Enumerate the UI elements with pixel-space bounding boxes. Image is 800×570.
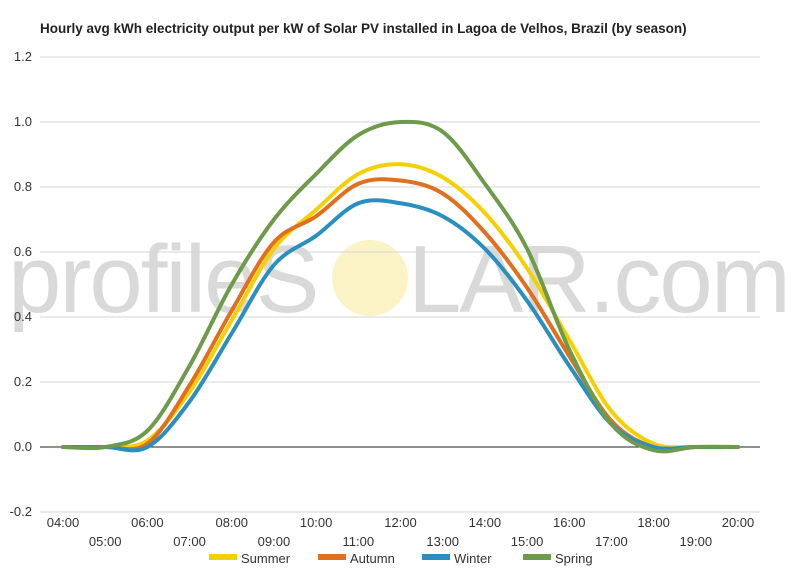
x-tick-label: 13:00 (426, 534, 459, 549)
series-line-spring (61, 119, 740, 454)
x-tick-label: 16:00 (553, 515, 586, 530)
legend-label: Winter (454, 551, 492, 566)
watermark-left: profileS (8, 226, 318, 333)
legend-swatch-winter (422, 554, 450, 560)
x-tick-label: 04:00 (47, 515, 80, 530)
series-lines (61, 119, 740, 454)
y-tick-label: 0.4 (14, 309, 32, 324)
x-tick-label: 15:00 (511, 534, 544, 549)
watermark-right: LAR.com (408, 226, 789, 333)
y-axis-ticks: -0.2 0.0 0.2 0.4 0.6 0.8 1.0 1.2 (10, 49, 32, 519)
x-tick-label: 19:00 (680, 534, 713, 549)
x-tick-label: 14:00 (469, 515, 502, 530)
y-tick-label: 0.2 (14, 374, 32, 389)
legend-label: Spring (555, 551, 593, 566)
x-tick-label: 07:00 (173, 534, 206, 549)
legend-label: Autumn (350, 551, 395, 566)
y-tick-label: 0.0 (14, 439, 32, 454)
y-tick-label: 0.6 (14, 244, 32, 259)
series-line-summer (61, 162, 740, 450)
x-tick-label: 20:00 (722, 515, 755, 530)
x-axis-ticks: 04:00 05:00 06:00 07:00 08:00 09:00 10:00 11:00… (47, 515, 755, 549)
watermark: profileS LAR.com (8, 226, 791, 333)
x-tick-label: 18:00 (637, 515, 670, 530)
x-tick-label: 10:00 (300, 515, 333, 530)
x-tick-label: 12:00 (384, 515, 417, 530)
legend-swatch-spring (523, 554, 551, 560)
x-tick-label: 11:00 (343, 534, 375, 549)
x-tick-label: 09:00 (258, 534, 291, 549)
x-tick-label: 17:00 (595, 534, 628, 549)
x-tick-label: 06:00 (131, 515, 164, 530)
gridlines (40, 56, 760, 513)
y-tick-label: 0.8 (14, 179, 32, 194)
watermark-sun-icon (332, 240, 408, 316)
y-tick-label: -0.2 (10, 504, 32, 519)
legend: Summer Autumn Winter Spring (209, 551, 593, 566)
legend-label: Summer (241, 551, 291, 566)
x-tick-label: 05:00 (89, 534, 122, 549)
legend-swatch-summer (209, 554, 237, 560)
legend-swatch-autumn (318, 554, 346, 560)
y-tick-label: 1.0 (14, 114, 32, 129)
chart-title: Hourly avg kWh electricity output per kW… (40, 21, 687, 36)
x-tick-label: 08:00 (215, 515, 248, 530)
y-tick-label: 1.2 (14, 49, 32, 64)
